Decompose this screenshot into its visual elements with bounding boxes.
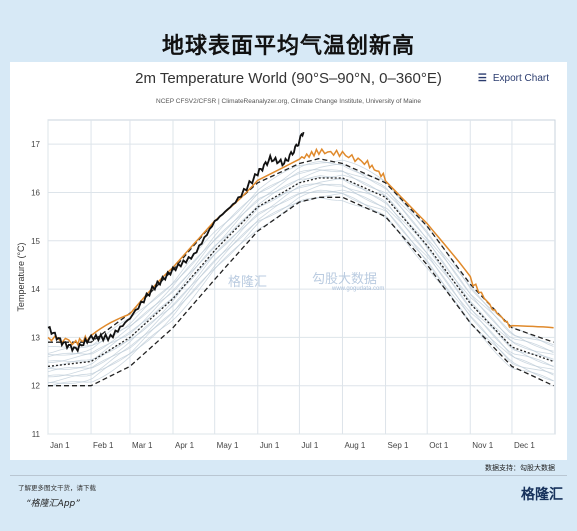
historical-year-line [47, 174, 554, 363]
x-tick-label: Nov 1 [472, 441, 493, 450]
app-download-note: 了解更多图文干货，请下载 [18, 484, 96, 492]
y-tick-label: 11 [32, 430, 41, 439]
upper-bound-line [48, 157, 554, 343]
historical-year-line [47, 161, 554, 354]
historical-year-line [47, 163, 554, 356]
previous-year-line [47, 147, 554, 347]
x-tick-label: Oct 1 [429, 441, 449, 450]
y-tick-label: 17 [31, 140, 40, 149]
historical-year-line [47, 169, 554, 363]
x-tick-label: Sep 1 [388, 441, 409, 450]
x-tick-label: May 1 [217, 441, 239, 450]
lower-bound-line [48, 196, 554, 387]
x-tick-label: Aug 1 [344, 441, 365, 450]
watermark-brand: 格隆汇 [228, 275, 268, 290]
chart-card: 11 12 13 14 15 16 17 Jan 1 Feb 1 Mar 1 Apr 1 May 1 J… [10, 62, 567, 460]
y-tick-label: 16 [31, 188, 40, 197]
y-tick-label: 13 [31, 333, 40, 342]
x-tick-label: Jun 1 [260, 441, 280, 450]
source-credit: 数据支持：勾股大数据 [485, 464, 555, 472]
x-tick-label: Feb 1 [93, 441, 114, 450]
historical-year-line [47, 183, 554, 378]
historical-year-line [47, 192, 554, 384]
footer-divider [10, 475, 567, 476]
plot-area [47, 119, 556, 435]
watermark-domain: www.gogudata.com [331, 286, 384, 292]
menu-icon: ☰ [477, 73, 487, 84]
chart-title: 2m Temperature World (90°S–90°N, 0–360°E… [135, 70, 442, 87]
y-tick-label: 15 [31, 237, 40, 246]
historical-year-line [47, 178, 554, 370]
watermark-brand2: 勾股大数据 [312, 272, 378, 287]
brand-logo: 格隆汇 [521, 487, 563, 503]
current-year-line [47, 131, 305, 353]
historical-year-line [47, 183, 554, 373]
x-tick-label: Jul 1 [301, 441, 318, 450]
y-tick-label: 12 [31, 382, 40, 391]
page-headline: 地球表面平均气温创新高 [161, 34, 415, 59]
export-chart-label: Export Chart [492, 73, 549, 84]
x-tick-label: Apr 1 [175, 441, 195, 450]
export-chart-button[interactable]: ☰ Export Chart [478, 73, 549, 84]
app-name: “格隆汇App” [26, 499, 80, 509]
chart-subtitle: NCEP CFSV2/CFSR | ClimateReanalyzer.org,… [156, 98, 421, 105]
x-tick-label: Jan 1 [50, 441, 70, 450]
y-tick-label: 14 [31, 285, 40, 294]
temperature-chart: 11 12 13 14 15 16 17 Jan 1 Feb 1 Mar 1 Apr 1 May 1 J… [16, 119, 556, 450]
historical-year-line [47, 175, 554, 369]
y-axis-label: Temperature (°C) [16, 242, 26, 311]
x-tick-label: Mar 1 [132, 441, 153, 450]
x-tick-label: Dec 1 [514, 441, 535, 450]
